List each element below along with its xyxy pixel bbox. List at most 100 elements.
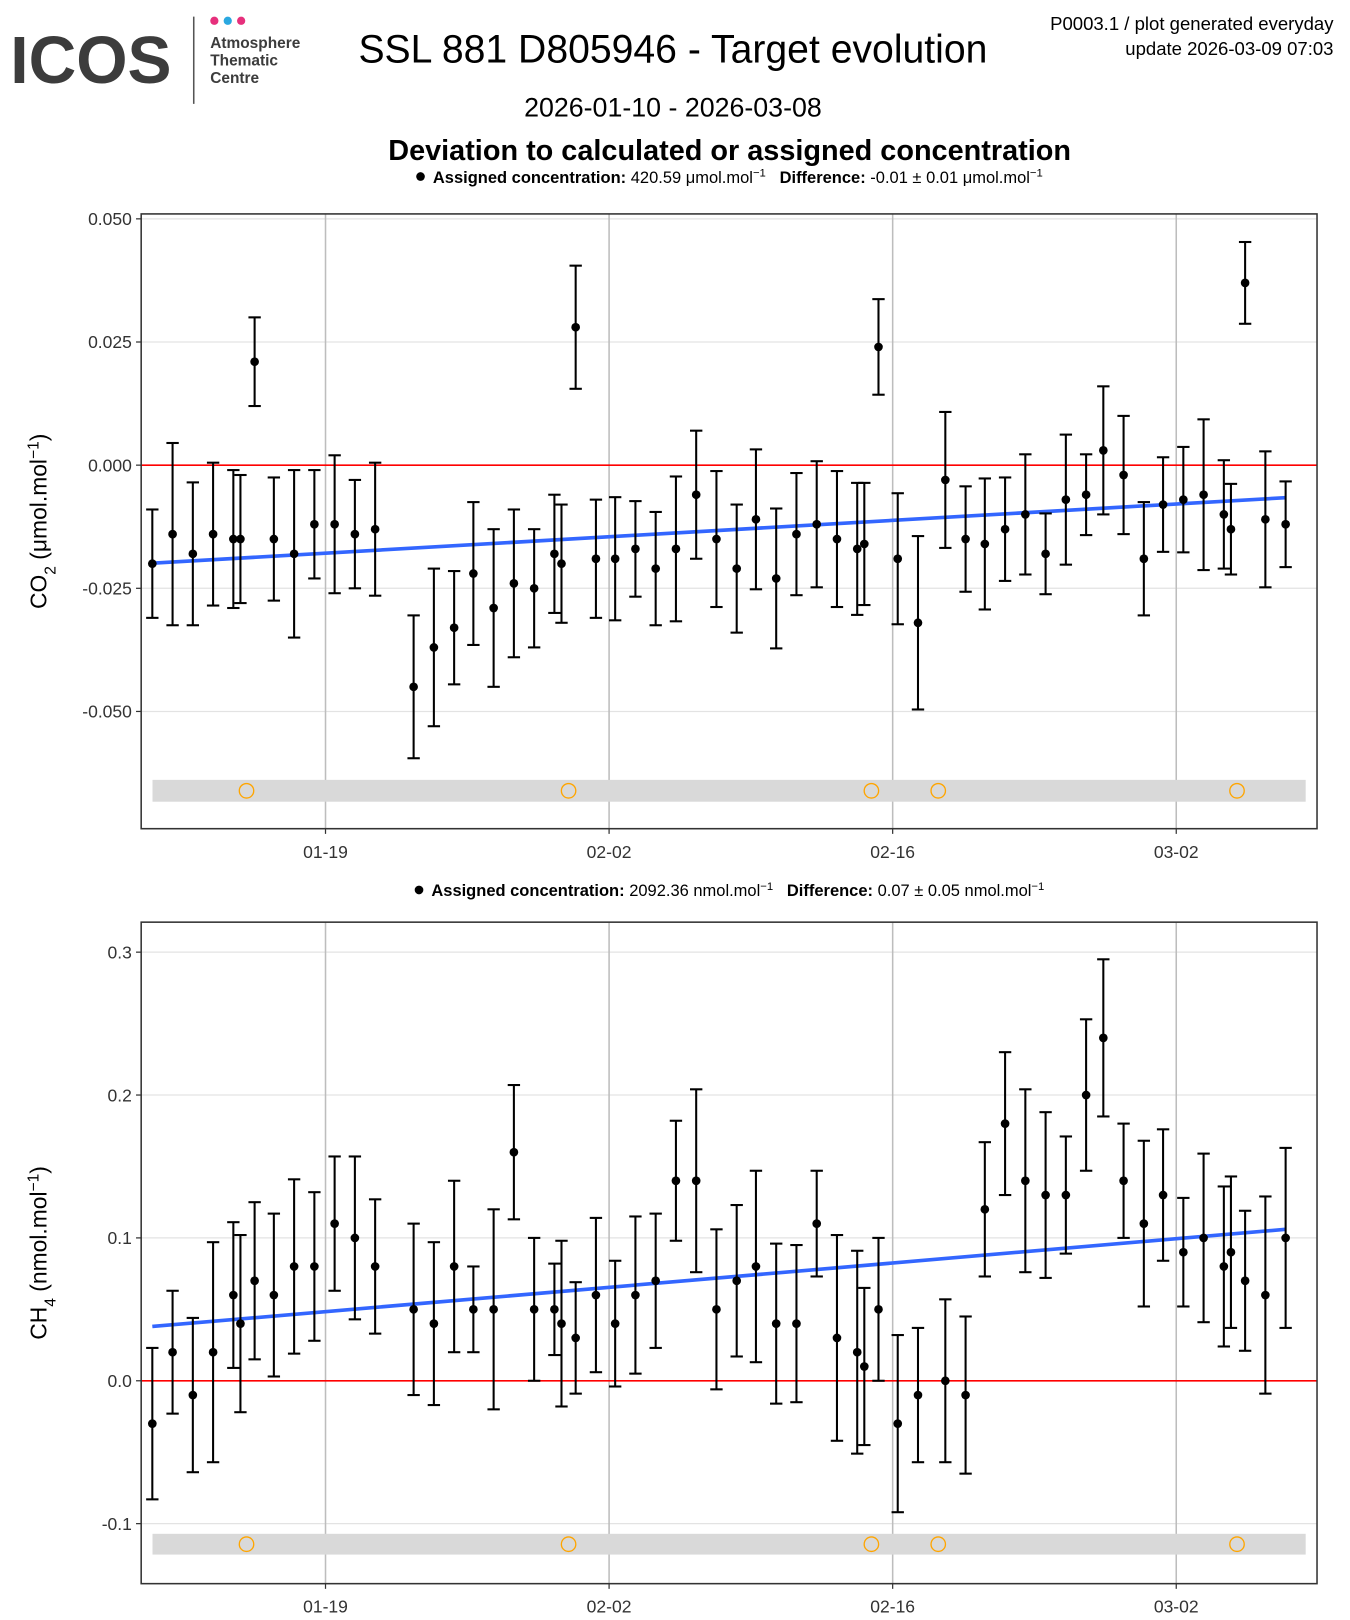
point: [893, 554, 903, 564]
point: [1000, 1119, 1010, 1128]
y-tick-label: 0.050: [88, 209, 132, 229]
logo-text: Atmosphere: [210, 35, 300, 52]
flag: [1229, 1536, 1245, 1553]
point: [350, 1233, 360, 1243]
y-tick-label: 0.1: [108, 1228, 132, 1248]
point: [529, 583, 539, 593]
point: [771, 1319, 781, 1328]
trend-line: [152, 1227, 1286, 1329]
y-tick-label: 0.2: [108, 1085, 132, 1105]
flag: [238, 782, 255, 799]
legend-value: 2092.36 nmol.mol: [629, 881, 760, 900]
y-tick-label: 0.3: [108, 942, 132, 962]
point: [1281, 519, 1290, 529]
y-label-sup: −1: [25, 1174, 42, 1192]
legend-exp: −1: [1030, 168, 1043, 180]
legend-value: 0.07 ± 0.05 nmol.mol: [878, 881, 1032, 900]
x-tick-label: 01-19: [303, 1597, 348, 1617]
point: [208, 529, 218, 539]
point: [980, 539, 990, 549]
legend-space: [766, 168, 780, 187]
point: [852, 1347, 862, 1357]
y-label-part: (μmol.mol: [25, 459, 51, 566]
legend: Assigned concentration: 420.59 μmol.mol−…: [433, 168, 1043, 187]
legend-label: Assigned concentration:: [433, 168, 626, 187]
point: [469, 569, 478, 578]
point: [913, 618, 923, 628]
point: [651, 1276, 661, 1286]
flag: [930, 782, 947, 799]
point: [1139, 1219, 1149, 1228]
legend-exp: −1: [1031, 881, 1044, 893]
legend-key: [414, 885, 424, 895]
panel-background: [141, 922, 1318, 1584]
y-label-sub: 4: [42, 1298, 59, 1307]
panel-border: [140, 213, 1318, 830]
point: [591, 1290, 601, 1300]
legend: Assigned concentration: 2092.36 nmol.mol…: [431, 881, 1044, 900]
flag-band: [152, 779, 1306, 802]
period: 2026-01-10 - 2026-03-08: [524, 92, 822, 122]
y-tick-label: -0.025: [82, 578, 132, 598]
point: [147, 559, 157, 569]
point: [1021, 1176, 1030, 1186]
point: [449, 1262, 459, 1271]
point: [1000, 524, 1010, 534]
info: update 2026-03-09 07:03: [1125, 38, 1333, 59]
point: [859, 539, 869, 549]
point: [529, 1304, 539, 1314]
point: [732, 564, 742, 573]
point: [168, 1347, 177, 1357]
point: [651, 564, 661, 573]
legend-space: [773, 881, 787, 900]
y-tick-label: 0.025: [88, 332, 132, 352]
y-tick-label: -0.050: [82, 702, 132, 722]
legend-label: Assigned concentration:: [431, 881, 624, 900]
flag: [863, 1536, 880, 1553]
flag: [863, 782, 880, 799]
point: [1098, 446, 1108, 455]
point: [269, 534, 279, 544]
flag: [560, 782, 577, 799]
panel-background: [141, 213, 1318, 829]
point: [147, 1419, 157, 1428]
point: [859, 1362, 869, 1371]
point: [229, 534, 238, 544]
point: [370, 1262, 380, 1271]
point: [792, 1319, 801, 1328]
panel-border: [140, 921, 1318, 1585]
point: [350, 529, 360, 539]
point: [370, 524, 380, 534]
title: SSL 881 D805946 - Target evolution: [358, 27, 987, 71]
logo-dot: [223, 16, 232, 25]
point: [1119, 1176, 1128, 1186]
legend-label: Difference:: [780, 168, 866, 187]
point: [812, 519, 822, 529]
y-label-part: ): [25, 434, 51, 442]
point: [631, 544, 640, 554]
point: [188, 549, 198, 559]
info: P0003.1 / plot generated everyday: [1050, 13, 1334, 34]
point: [671, 544, 681, 554]
point: [509, 579, 519, 588]
point: [1240, 1276, 1250, 1286]
point: [409, 682, 418, 692]
point: [980, 1204, 990, 1214]
point: [671, 1176, 681, 1186]
x-tick-label: 03-02: [1154, 1597, 1199, 1617]
point: [489, 603, 498, 613]
point: [631, 1290, 640, 1300]
point: [1261, 1290, 1270, 1300]
point: [610, 1319, 620, 1328]
point: [1179, 495, 1188, 504]
point: [509, 1147, 519, 1157]
y-axis-label: CH4 (nmol.mol−1): [25, 1166, 59, 1340]
point: [449, 623, 459, 633]
point: [941, 1376, 950, 1386]
point: [1219, 510, 1229, 519]
point: [874, 1304, 883, 1314]
point: [961, 534, 970, 544]
x-tick-label: 01-19: [303, 842, 348, 862]
point: [557, 1319, 566, 1328]
